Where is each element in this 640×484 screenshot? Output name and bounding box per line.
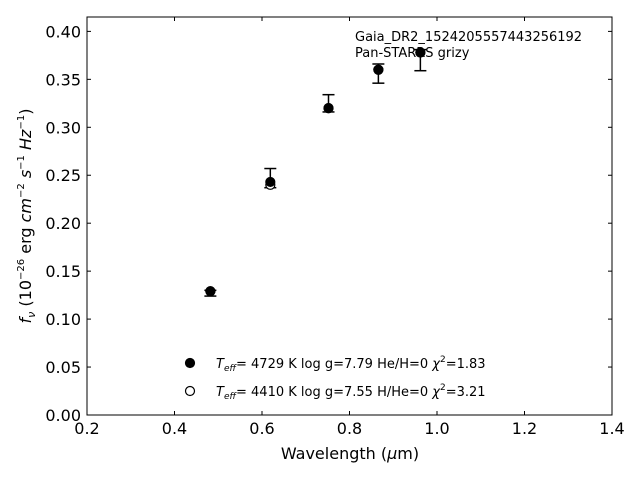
data-point-filled bbox=[415, 47, 426, 58]
legend-entry: Teff= 4410 K log g=7.55 H/He=0 χ2=3.21 bbox=[184, 383, 486, 402]
x-tick-label: 0.2 bbox=[74, 419, 99, 438]
y-tick-label: 0.00 bbox=[45, 406, 81, 425]
y-tick-label: 0.10 bbox=[45, 310, 81, 329]
y-tick-label: 0.25 bbox=[45, 166, 81, 185]
legend-label: Teff= 4729 K log g=7.79 He/H=0 χ2=1.83 bbox=[216, 355, 486, 374]
x-tick-label: 1.2 bbox=[512, 419, 537, 438]
x-tick-label: 1.4 bbox=[599, 419, 624, 438]
legend-marker bbox=[184, 357, 196, 369]
legend-entry: Teff= 4729 K log g=7.79 He/H=0 χ2=1.83 bbox=[184, 355, 486, 374]
series-layer bbox=[205, 47, 426, 297]
data-point-filled bbox=[205, 286, 216, 297]
x-tick-label: 0.8 bbox=[337, 419, 362, 438]
y-tick-label: 0.35 bbox=[45, 70, 81, 89]
legend: Teff= 4729 K log g=7.79 He/H=0 χ2=1.83 Te… bbox=[184, 355, 486, 402]
data-point-filled bbox=[373, 64, 384, 75]
y-tick-label: 0.05 bbox=[45, 358, 81, 377]
x-tick-label: 0.4 bbox=[162, 419, 187, 438]
data-point-filled bbox=[323, 103, 334, 114]
y-tick-label: 0.15 bbox=[45, 262, 81, 281]
x-tick-label: 1.0 bbox=[424, 419, 449, 438]
title-line-2: Pan-STARRS grizy bbox=[355, 46, 470, 61]
y-tick-label: 0.20 bbox=[45, 214, 81, 233]
y-axis-label: fν (10−26 erg cm−2 s−1 Hz−1) bbox=[16, 109, 38, 324]
ticks-layer: 0.2 0.4 0.6 0.8 1.0 1.2 1.4 0.00 0.05 0.10 0.15 0.2… bbox=[45, 17, 625, 438]
legend-marker bbox=[184, 385, 196, 397]
legend-label: Teff= 4410 K log g=7.55 H/He=0 χ2=3.21 bbox=[216, 383, 486, 402]
y-tick-label: 0.30 bbox=[45, 118, 81, 137]
x-tick-label: 0.6 bbox=[249, 419, 274, 438]
data-point-filled bbox=[265, 176, 276, 188]
plot-area-frame bbox=[86, 16, 613, 416]
y-tick-label: 0.40 bbox=[45, 22, 81, 41]
x-axis-label: Wavelength (μm) bbox=[281, 444, 419, 463]
errorbar-layer bbox=[204, 48, 427, 297]
title-line-1: Gaia_DR2_1524205557443256192 bbox=[355, 30, 582, 45]
